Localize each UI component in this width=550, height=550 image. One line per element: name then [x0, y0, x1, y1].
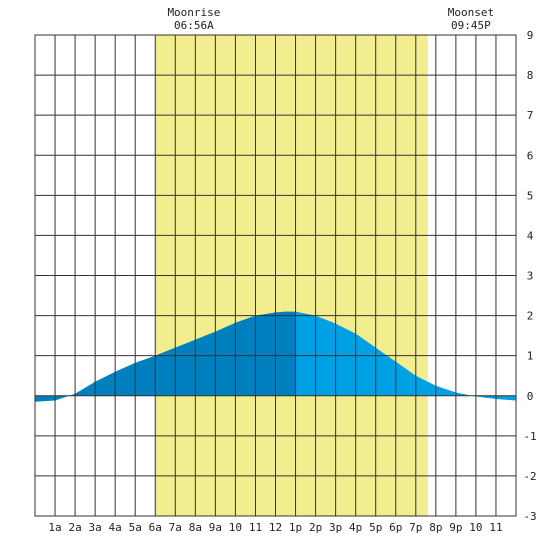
y-tick-label: -1 — [523, 430, 536, 443]
y-tick-label: 4 — [527, 229, 534, 242]
x-tick-label: 6a — [149, 521, 162, 534]
x-tick-label: 11 — [489, 521, 502, 534]
moonrise-title: Moonrise — [167, 6, 220, 19]
x-tick-label: 8a — [189, 521, 202, 534]
x-tick-label: 10 — [469, 521, 482, 534]
y-tick-label: -3 — [523, 510, 536, 523]
x-tick-label: 12 — [269, 521, 282, 534]
x-tick-label: 7p — [409, 521, 422, 534]
x-tick-label: 1p — [289, 521, 302, 534]
x-tick-label: 3p — [329, 521, 342, 534]
plot-frame — [34, 34, 517, 517]
x-tick-label: 2p — [309, 521, 322, 534]
x-tick-label: 1a — [48, 521, 61, 534]
y-tick-label: 1 — [527, 350, 534, 363]
tide-area-rising — [35, 311, 296, 402]
y-tick-label: 3 — [527, 270, 534, 283]
tide-area-falling — [295, 311, 516, 401]
x-tick-label: 2a — [68, 521, 81, 534]
x-tick-label: 8p — [429, 521, 442, 534]
x-tick-label: 10 — [229, 521, 242, 534]
y-tick-label: 2 — [527, 310, 534, 323]
x-tick-label: 6p — [389, 521, 402, 534]
moonrise-time: 06:56A — [174, 19, 214, 32]
x-tick-label: 7a — [169, 521, 182, 534]
x-tick-label: 5a — [129, 521, 142, 534]
x-tick-label: 3a — [89, 521, 102, 534]
y-tick-label: 0 — [527, 390, 534, 403]
x-tick-label: 9a — [209, 521, 222, 534]
y-tick-label: 9 — [527, 29, 534, 42]
x-tick-label: 4p — [349, 521, 362, 534]
y-tick-label: 6 — [527, 149, 534, 162]
x-tick-label: 4a — [109, 521, 122, 534]
y-tick-label: 8 — [527, 69, 534, 82]
moonset-title: Moonset — [448, 6, 494, 19]
y-tick-label: 5 — [527, 189, 534, 202]
y-tick-label: -2 — [523, 470, 536, 483]
moonset-time: 09:45P — [451, 19, 491, 32]
x-tick-label: 9p — [449, 521, 462, 534]
x-tick-label: 5p — [369, 521, 382, 534]
y-tick-label: 7 — [527, 109, 534, 122]
x-tick-label: 11 — [249, 521, 262, 534]
